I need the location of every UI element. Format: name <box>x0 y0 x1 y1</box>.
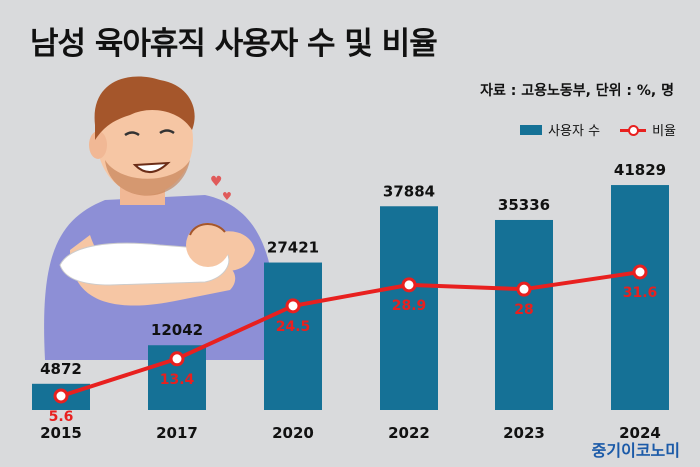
bar-2020 <box>264 262 322 410</box>
x-tick-label-2020: 2020 <box>272 424 314 442</box>
x-tick-label-2023: 2023 <box>503 424 545 442</box>
bar-value-label-2022: 37884 <box>383 182 435 200</box>
rate-point-2022 <box>401 277 417 293</box>
svg-text:♥: ♥ <box>210 174 223 190</box>
father-baby-illustration: ♥ ♥ <box>44 76 281 360</box>
rate-value-label-2017: 13.4 <box>160 372 195 388</box>
source-note: 자료 : 고용노동부, 단위 : %, 명 <box>480 83 674 99</box>
bar-2024 <box>611 185 669 410</box>
rate-value-label-2022: 28.9 <box>392 298 427 314</box>
bar-value-label-2017: 12042 <box>151 321 203 339</box>
brand-logo: 중기이코노미 <box>591 441 680 460</box>
rate-value-label-2024: 31.6 <box>623 285 658 301</box>
rate-point-2017 <box>169 351 185 367</box>
rate-value-label-2015: 5.6 <box>49 409 74 425</box>
page-title: 남성 육아휴직 사용자 수 및 비율 <box>30 26 438 62</box>
rate-point-2020 <box>285 298 301 314</box>
rate-point-2024 <box>632 264 648 280</box>
rate-point-2023 <box>516 281 532 297</box>
x-tick-label-2024: 2024 <box>619 424 661 442</box>
legend-line-label: 비율 <box>652 124 676 139</box>
bar-2022 <box>380 206 438 410</box>
bar-value-label-2024: 41829 <box>614 161 666 179</box>
rate-value-label-2020: 24.5 <box>276 319 311 335</box>
bar-value-label-2023: 35336 <box>498 196 550 214</box>
bar-2023 <box>495 219 553 410</box>
legend-bar-swatch <box>520 124 543 135</box>
bar-value-label-2015: 4872 <box>40 360 82 378</box>
chart-legend: 사용자 수 비율 <box>520 120 676 139</box>
bar-value-label-2020: 27421 <box>267 239 319 257</box>
rate-value-label-2023: 28 <box>514 302 533 318</box>
rate-line <box>60 270 641 398</box>
legend-bar-label: 사용자 수 <box>548 124 601 139</box>
legend-line-swatch <box>620 124 647 136</box>
x-tick-label-2022: 2022 <box>388 424 430 442</box>
svg-text:♥: ♥ <box>222 190 232 203</box>
x-tick-label-2017: 2017 <box>156 424 198 442</box>
x-tick-label-2015: 2015 <box>40 424 82 442</box>
rate-point-2015 <box>53 388 69 404</box>
